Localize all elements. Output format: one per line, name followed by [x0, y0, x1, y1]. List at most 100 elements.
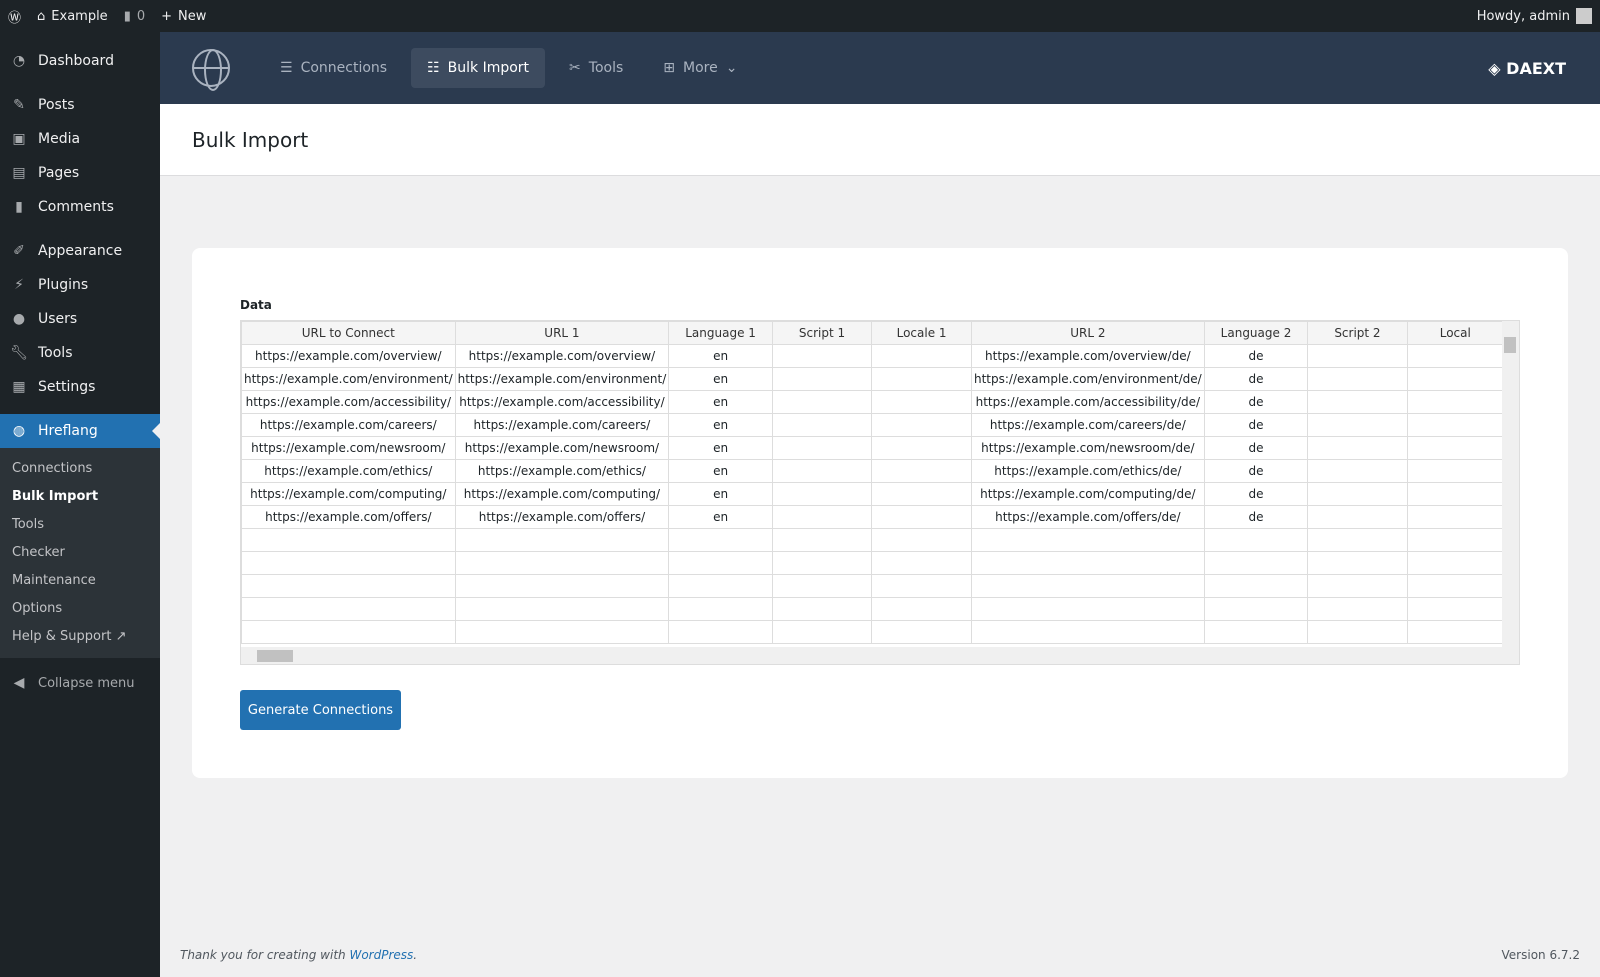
table-cell[interactable]: https://example.com/accessibility/	[241, 390, 456, 414]
table-cell[interactable]	[1406, 597, 1504, 621]
table-cell[interactable]	[668, 620, 773, 644]
table-cell[interactable]	[1307, 413, 1408, 437]
table-cell[interactable]	[241, 528, 456, 552]
table-cell[interactable]: de	[1203, 344, 1309, 368]
table-cell[interactable]	[1307, 459, 1408, 483]
table-cell[interactable]	[871, 505, 972, 529]
table-cell[interactable]: https://example.com/offers/de/	[971, 505, 1205, 529]
data-spreadsheet[interactable]: URL to Connect URL 1 Language 1 Script 1 Loc…	[240, 320, 1520, 665]
nav-bulk-import[interactable]: ☷ Bulk Import	[411, 48, 546, 88]
table-cell[interactable]: en	[668, 413, 773, 437]
generate-connections-button[interactable]: Generate Connections	[240, 690, 401, 730]
submenu-checker[interactable]: Checker	[12, 545, 65, 560]
table-cell[interactable]	[668, 597, 773, 621]
table-cell[interactable]: en	[668, 436, 773, 460]
table-cell[interactable]: https://example.com/environment/	[454, 367, 670, 391]
sidebar-item-appearance[interactable]: ✐ Appearance	[0, 234, 160, 268]
account-menu[interactable]: Howdy, admin	[1469, 0, 1600, 32]
sidebar-item-media[interactable]: ▣ Media	[0, 122, 160, 156]
sidebar-item-pages[interactable]: ▤ Pages	[0, 156, 160, 190]
table-cell[interactable]	[771, 597, 873, 621]
table-cell[interactable]	[1406, 620, 1504, 644]
submenu-maintenance[interactable]: Maintenance	[12, 573, 96, 588]
table-cell[interactable]: de	[1203, 505, 1309, 529]
table-cell[interactable]: https://example.com/environment/de/	[971, 367, 1205, 391]
table-cell[interactable]	[1307, 344, 1408, 368]
table-cell[interactable]	[871, 528, 972, 552]
table-cell[interactable]: https://example.com/overview/	[454, 344, 670, 368]
table-cell[interactable]	[1406, 574, 1504, 598]
table-cell[interactable]: de	[1203, 390, 1309, 414]
table-cell[interactable]	[971, 597, 1205, 621]
table-cell[interactable]	[668, 528, 773, 552]
table-cell[interactable]: https://example.com/accessibility/	[454, 390, 670, 414]
nav-tools[interactable]: ✂ Tools	[569, 60, 624, 76]
column-header[interactable]: Language 2	[1203, 321, 1309, 345]
table-cell[interactable]	[1406, 459, 1504, 483]
table-cell[interactable]	[871, 482, 972, 506]
table-cell[interactable]	[1203, 551, 1309, 575]
table-cell[interactable]: https://example.com/ethics/de/	[971, 459, 1205, 483]
table-cell[interactable]: https://example.com/careers/	[454, 413, 670, 437]
table-cell[interactable]: https://example.com/computing/	[241, 482, 456, 506]
table-cell[interactable]	[771, 344, 873, 368]
table-cell[interactable]	[871, 367, 972, 391]
table-cell[interactable]: https://example.com/accessibility/de/	[971, 390, 1205, 414]
table-cell[interactable]	[771, 551, 873, 575]
daext-logo[interactable]: ◈ DAEXT	[1488, 58, 1566, 78]
table-cell[interactable]: https://example.com/offers/	[454, 505, 670, 529]
table-cell[interactable]	[871, 390, 972, 414]
table-cell[interactable]	[1307, 528, 1408, 552]
table-cell[interactable]	[454, 574, 670, 598]
wordpress-link[interactable]: WordPress	[349, 948, 414, 962]
table-cell[interactable]: de	[1203, 413, 1309, 437]
table-cell[interactable]	[1307, 367, 1408, 391]
table-cell[interactable]	[871, 344, 972, 368]
table-cell[interactable]: https://example.com/newsroom/de/	[971, 436, 1205, 460]
submenu-options[interactable]: Options	[12, 601, 63, 616]
table-cell[interactable]	[771, 390, 873, 414]
table-cell[interactable]	[1203, 574, 1309, 598]
table-cell[interactable]	[771, 413, 873, 437]
nav-more[interactable]: ⊞ More ⌄	[663, 60, 738, 76]
column-header[interactable]: URL to Connect	[241, 321, 456, 345]
table-cell[interactable]	[771, 505, 873, 529]
table-cell[interactable]: https://example.com/overview/	[241, 344, 456, 368]
table-cell[interactable]	[771, 459, 873, 483]
table-cell[interactable]: en	[668, 344, 773, 368]
vertical-scrollbar[interactable]	[1502, 321, 1519, 648]
collapse-menu-button[interactable]: ◀ Collapse menu	[0, 666, 160, 700]
comments-link[interactable]: ▮ 0	[123, 8, 146, 24]
sidebar-item-comments[interactable]: ▮ Comments	[0, 190, 160, 224]
table-cell[interactable]	[241, 620, 456, 644]
table-cell[interactable]	[1203, 597, 1309, 621]
table-cell[interactable]	[1406, 367, 1504, 391]
table-cell[interactable]	[1307, 505, 1408, 529]
table-cell[interactable]: en	[668, 482, 773, 506]
table-cell[interactable]: https://example.com/computing/	[454, 482, 670, 506]
sidebar-item-hreflang[interactable]: ◍ Hreflang	[0, 414, 160, 448]
table-cell[interactable]	[1406, 551, 1504, 575]
table-cell[interactable]	[241, 597, 456, 621]
table-cell[interactable]: en	[668, 390, 773, 414]
submenu-bulk-import[interactable]: Bulk Import	[12, 489, 99, 504]
table-cell[interactable]: https://example.com/computing/de/	[971, 482, 1205, 506]
table-cell[interactable]	[668, 574, 773, 598]
table-cell[interactable]: https://example.com/overview/de/	[971, 344, 1205, 368]
table-cell[interactable]: https://example.com/ethics/	[454, 459, 670, 483]
table-cell[interactable]: de	[1203, 367, 1309, 391]
table-cell[interactable]: https://example.com/environment/	[241, 367, 456, 391]
table-cell[interactable]	[771, 528, 873, 552]
column-header[interactable]: Script 2	[1307, 321, 1408, 345]
table-cell[interactable]	[1307, 436, 1408, 460]
sidebar-item-settings[interactable]: ▦ Settings	[0, 370, 160, 404]
table-cell[interactable]	[1307, 620, 1408, 644]
table-cell[interactable]	[1406, 413, 1504, 437]
table-cell[interactable]	[871, 597, 972, 621]
table-cell[interactable]	[871, 436, 972, 460]
table-cell[interactable]	[771, 574, 873, 598]
table-cell[interactable]: https://example.com/ethics/	[241, 459, 456, 483]
sidebar-item-users[interactable]: ● Users	[0, 302, 160, 336]
sidebar-item-posts[interactable]: ✎ Posts	[0, 88, 160, 122]
table-cell[interactable]: https://example.com/newsroom/	[241, 436, 456, 460]
